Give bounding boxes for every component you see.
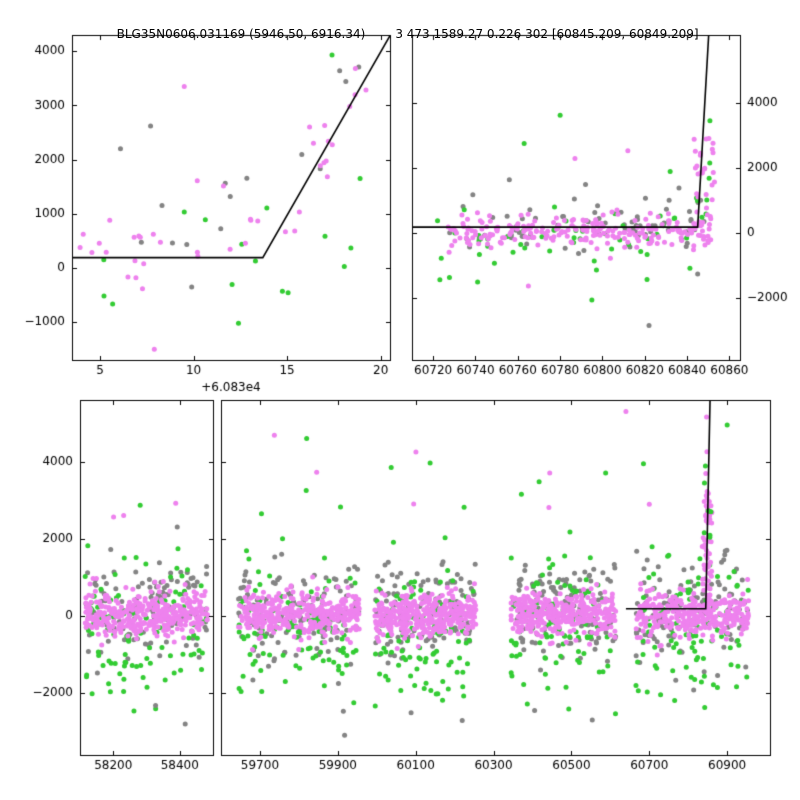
figure-title: BLG35N0606.031169 (5946.50, 6916.34) 3 47…: [0, 13, 800, 55]
title-fit-params: 3 473 1589.27 0.226 302 [60845.209, 6084…: [395, 27, 699, 41]
title-object-id: BLG35N0606.031169 (5946.50, 6916.34): [116, 27, 366, 41]
